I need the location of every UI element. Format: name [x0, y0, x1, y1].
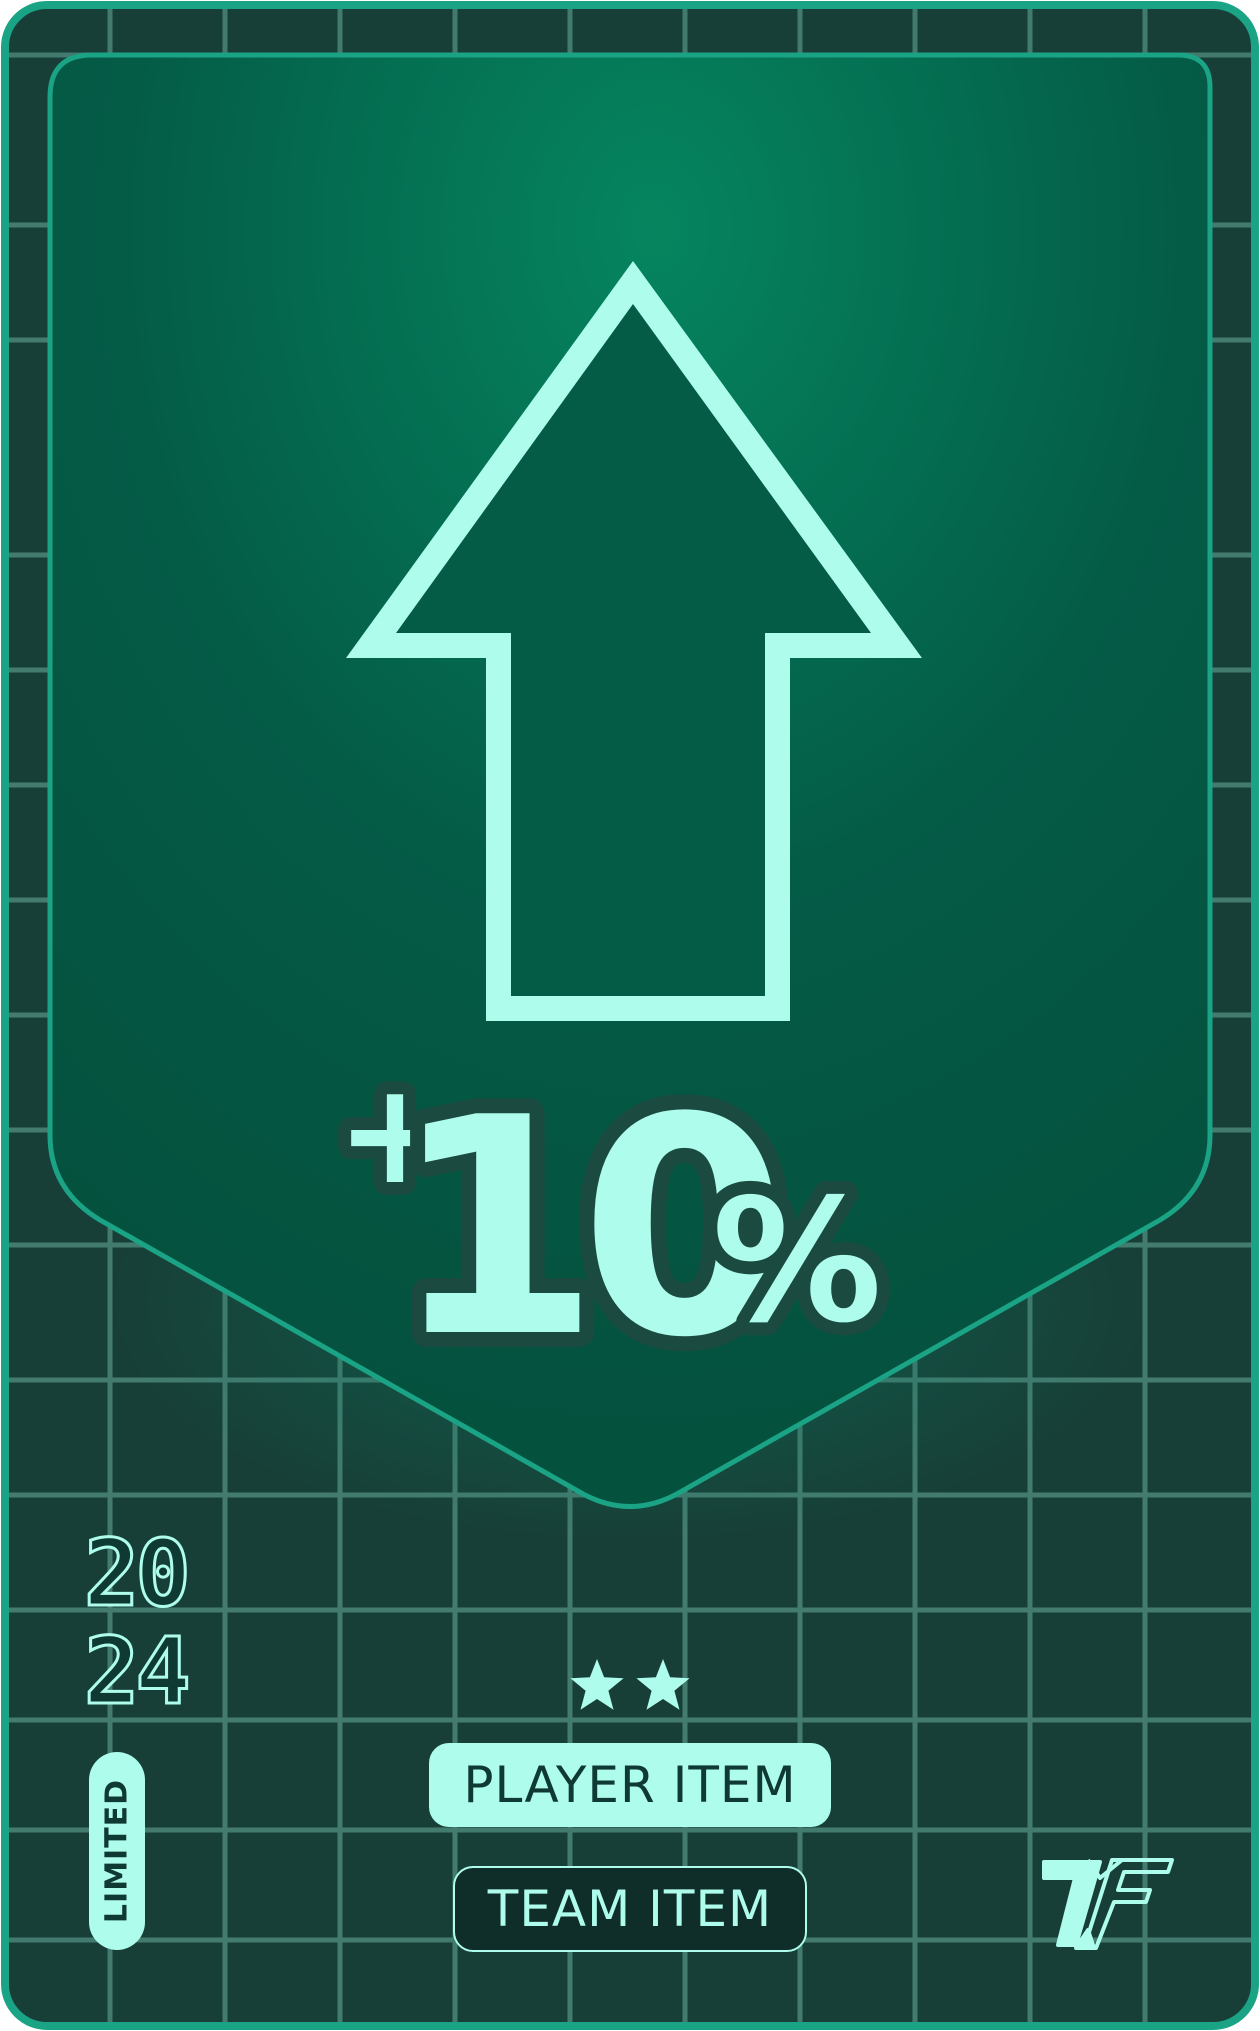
team-item-label: TEAM ITEM — [487, 1880, 773, 1938]
year-bottom: 24 — [83, 1618, 193, 1725]
arrow-up-icon — [346, 261, 922, 1021]
player-item-label: PLAYER ITEM — [463, 1756, 797, 1814]
boost-plus: + — [336, 1053, 453, 1216]
year-top: 20 — [83, 1520, 193, 1627]
star-icon — [636, 1659, 690, 1710]
brand-logo-icon — [1042, 1858, 1174, 1950]
boost-number: 10 — [391, 1054, 777, 1403]
rarity-stars — [570, 1659, 690, 1710]
team-item-tag: TEAM ITEM — [453, 1866, 807, 1952]
boost-percent: % — [712, 1163, 882, 1361]
player-item-tag: PLAYER ITEM — [429, 1743, 831, 1827]
star-icon — [570, 1659, 624, 1710]
edition-label: LIMITED — [99, 1778, 135, 1924]
edition-badge: LIMITED — [89, 1752, 145, 1950]
boost-value: + 10 % — [323, 1039, 895, 1418]
